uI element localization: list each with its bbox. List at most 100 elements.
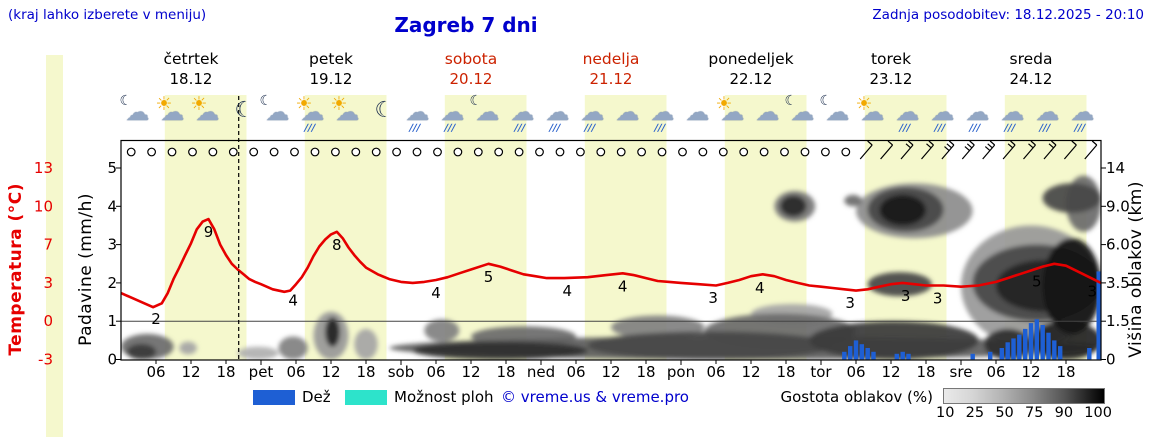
svg-text:12: 12 [461,363,480,381]
day-name: torek [870,50,912,68]
weather-icon-rain-cloud: ☁/// [997,97,1031,137]
svg-text:8: 8 [332,236,342,254]
moon-icon: ☾ [784,93,798,109]
cloud-density-scale: 10 25 50 75 90 100 [936,405,1112,421]
density-scale-value: 10 [936,405,955,421]
svg-text:12: 12 [601,363,620,381]
svg-text:18: 18 [776,363,795,381]
weather-icon-cloud-moon: ☾ ☁ [469,93,506,137]
svg-text:12: 12 [1021,363,1040,381]
svg-text:3: 3 [845,294,855,312]
day-name: sreda [1009,50,1053,68]
day-header-nedelja: nedelja 21.12 [546,49,676,89]
time-axis-labels: 06 12 18 06 12 18 pet 06 12 18 sob 06 12 18 ned 06 12 18 p… [146,363,1075,381]
weather-icon-sun-cloud: ☀ ☁ [856,95,891,137]
svg-text:12: 12 [181,363,200,381]
weather-icon-cloud-moon: ☾ ☁ [120,94,156,137]
svg-text:4: 4 [755,279,765,297]
svg-text:3: 3 [901,287,911,305]
svg-text:4: 4 [563,282,573,300]
sun-icon: ☀ [330,93,348,115]
rain-icon: /// [582,123,596,134]
rain-legend-swatch [253,390,295,405]
cloud-icon: ☁ [580,98,605,126]
svg-text:06: 06 [286,363,305,381]
moon-icon: ☾ [819,93,833,109]
cloud-icon: ☁ [860,98,885,126]
day-abbr-label: sre [950,363,973,381]
weather-icon-cloud: ☁ [612,97,646,137]
rain-icon: /// [1037,123,1051,134]
rain-icon: /// [652,123,666,134]
cloud-icon: ☁ [195,98,220,126]
rain-icon: /// [932,123,946,134]
day-name: nedelja [582,50,640,68]
day-date: 18.12 [169,70,213,88]
day-date: 20.12 [449,70,493,88]
day-date: 23.12 [869,70,913,88]
cloud-icon: ☁ [720,98,745,126]
day-abbr-label: tor [810,363,832,381]
temp-tick-label: 3 [43,274,53,292]
svg-text:5: 5 [1032,273,1042,291]
svg-text:18: 18 [636,363,655,381]
copyright-link[interactable]: © vreme.us & vreme.pro [501,388,689,406]
day-date: 22.12 [729,70,773,88]
density-scale-value: 25 [965,405,985,421]
svg-text:18: 18 [916,363,935,381]
svg-text:4: 4 [618,277,628,295]
moon-icon: ☾ [374,98,395,123]
rain-icon: /// [442,123,456,134]
svg-text:18: 18 [216,363,235,381]
day-header-četrtek: četrtek 18.12 [126,49,256,89]
day-date: 21.12 [589,70,633,88]
svg-text:06: 06 [566,363,585,381]
svg-text:18: 18 [1056,363,1075,381]
day-name: petek [309,50,353,68]
day-abbr-label: ned [527,363,555,381]
precip-tick-label: 5 [107,159,117,177]
day-header-torek: torek 23.12 [826,49,956,89]
svg-text:18: 18 [356,363,375,381]
sun-icon: ☀ [155,93,173,115]
rain-icon: /// [547,123,561,134]
cloud-height-tick-label: 3.5 [1106,274,1130,292]
sun-icon: ☀ [715,93,733,115]
rain-icon: /// [407,123,421,134]
svg-text:06: 06 [986,363,1005,381]
weather-icon-rain-cloud: ☁/// [402,97,436,137]
cloud-icon: ☁ [965,98,990,126]
density-scale-value: 90 [1054,405,1074,421]
svg-text:4: 4 [431,284,441,302]
cloud-icon: ☁ [440,98,465,126]
svg-text:3: 3 [708,289,718,307]
cloud-height-tick-label: 0 [1106,351,1116,369]
svg-text:3: 3 [933,290,943,308]
cloud-icon: ☁ [650,98,675,126]
rain-icon: /// [897,123,911,134]
cloud-icon: ☁ [930,98,955,126]
cloud-icon: ☁ [300,98,325,126]
rain-bars [842,271,1101,360]
svg-text:06: 06 [146,363,165,381]
weather-icon-rain-cloud: ☁/// [542,97,576,137]
weather-icon-cloud-moon: ☾ ☁ [260,94,296,137]
precip-axis-title: Padavine (mm/h) [76,193,96,346]
cloud-icon: ☁ [265,98,290,126]
svg-text:4: 4 [288,291,298,309]
cloud-cover-blobs [121,175,1101,360]
moon-icon: ☾ [469,93,483,109]
temperature-axis-title: Temperatura (°C) [6,183,26,356]
svg-text:2: 2 [151,310,161,328]
svg-text:06: 06 [846,363,865,381]
svg-text:18: 18 [496,363,515,381]
precip-tick-label: 1 [107,312,117,330]
weather-icon-rain-cloud: ☁/// [1032,97,1066,137]
day-abbr-label: pon [667,363,695,381]
cloud-height-axis-title: Višina oblakov (km) [1126,181,1146,358]
weather-icon-rain-cloud: ☁/// [927,97,961,137]
precip-tick-label: 3 [107,236,117,254]
svg-text:12: 12 [881,363,900,381]
weather-icon-rain-cloud: ☁/// [1067,97,1101,137]
